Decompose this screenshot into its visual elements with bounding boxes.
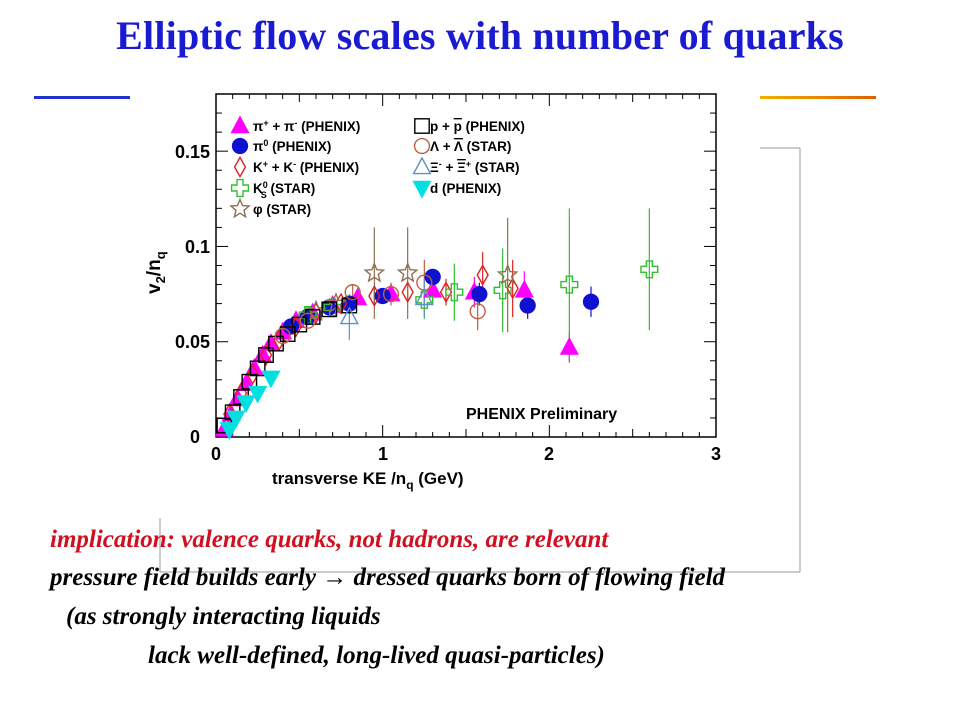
legend-marker (231, 137, 249, 155)
data-point (368, 284, 381, 308)
data-point (219, 422, 239, 440)
data-point (246, 363, 259, 386)
legend-marker (412, 180, 432, 199)
data-point (401, 281, 414, 304)
data-point (471, 285, 488, 303)
legend-marker (230, 115, 250, 134)
data-points (214, 260, 659, 440)
data-point (519, 297, 536, 314)
data-point (248, 385, 268, 404)
x-tick-label: 0 (211, 444, 221, 464)
legend: π+ + π- (PHENIX) π0 (PHENIX) K+ + K- (PH… (229, 115, 525, 219)
data-point (560, 275, 579, 294)
y-tick-label: 0.1 (185, 237, 210, 257)
data-point (241, 373, 258, 390)
x-tick-label: 2 (544, 444, 554, 464)
legend-label: p + p (PHENIX) (430, 119, 525, 134)
data-point (258, 347, 274, 363)
legend-label: Λ + Λ (STAR) (430, 139, 511, 154)
y-tick-label: 0.15 (175, 142, 210, 162)
data-point (514, 279, 534, 298)
data-point (321, 301, 338, 318)
data-point (323, 298, 342, 317)
y-axis-label: v2/nq (144, 251, 168, 294)
legend-label: π+ + π- (PHENIX) (253, 118, 360, 134)
data-point (445, 283, 464, 302)
data-point (236, 395, 256, 414)
legend-label: K+ + K- (PHENIX) (253, 159, 359, 175)
data-point (396, 261, 419, 283)
legend-marker (230, 178, 250, 198)
data-point (339, 306, 359, 325)
implication-text: implication: valence quarks, not hadrons… (50, 526, 609, 553)
phenix-preliminary-label: PHENIX Preliminary (466, 406, 617, 423)
data-point (226, 410, 246, 429)
legend-label: π0 (PHENIX) (253, 138, 331, 154)
data-point (274, 327, 291, 345)
legend-label: φ (STAR) (253, 202, 311, 217)
legend-marker (412, 156, 432, 175)
data-point (363, 261, 386, 283)
accent-line-right (760, 96, 876, 99)
data-point (299, 312, 316, 329)
legend-marker (229, 197, 251, 219)
legend-marker (414, 118, 430, 134)
quasi-particles-text: lack well-defined, long-lived quasi-part… (148, 642, 605, 669)
data-point (415, 290, 434, 309)
data-point (249, 360, 266, 377)
legend-label: K0 S (STAR) (253, 180, 315, 200)
liquids-text: (as strongly interacting liquids (66, 603, 381, 630)
pressure-field-text: pressure field builds early → dressed qu… (50, 564, 726, 591)
data-point (414, 287, 434, 306)
x-axis-label: transverse KE /nq (GeV) (272, 469, 464, 492)
legend-markers (229, 115, 432, 219)
data-point (493, 281, 512, 300)
slide-title: Elliptic flow scales with number of quar… (116, 13, 844, 58)
data-point (382, 285, 400, 303)
legend-label: d (PHENIX) (430, 181, 501, 196)
x-tick-label: 3 (711, 444, 721, 464)
y-tick-label: 0.05 (175, 332, 210, 352)
data-point (259, 344, 273, 367)
data-point (582, 293, 600, 310)
data-point (496, 263, 519, 285)
y-tick-label: 0 (190, 427, 200, 447)
background-frame (159, 147, 801, 573)
data-point (304, 309, 321, 325)
data-point (559, 336, 579, 355)
accent-line-left (34, 96, 130, 99)
data-point (305, 299, 327, 321)
legend-marker (233, 155, 247, 179)
data-point (476, 263, 489, 287)
x-tick-label: 1 (378, 444, 388, 464)
data-point (424, 268, 441, 286)
data-point (469, 303, 486, 320)
data-point (506, 277, 519, 300)
data-point (344, 284, 361, 301)
legend-label: Ξ- + Ξ+ (STAR) (430, 159, 520, 175)
data-point (261, 370, 281, 389)
data-point (640, 260, 659, 279)
legend-marker (413, 137, 431, 155)
